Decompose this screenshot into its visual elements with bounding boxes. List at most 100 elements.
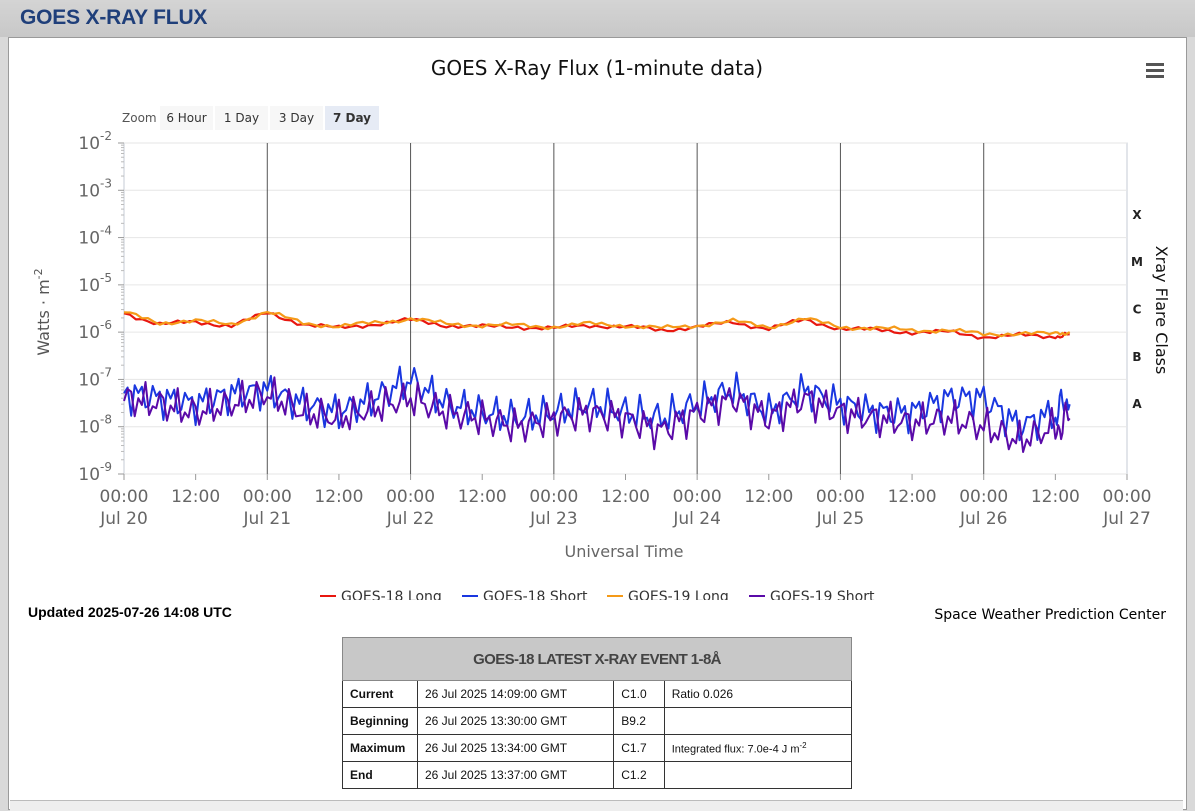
- y-tick-exponent: -9: [100, 460, 112, 474]
- event-table-title: GOES-18 LATEST X-RAY EVENT 1-8Å: [342, 637, 852, 681]
- y-tick-label: 10-5: [78, 271, 112, 296]
- chart-title: GOES X-Ray Flux (1-minute data): [431, 56, 763, 80]
- y-tick-label: 10-9: [78, 460, 112, 485]
- event-row-class: C1.2: [613, 761, 665, 789]
- x-tick-date: Jul 25: [816, 509, 865, 529]
- y-tick-exponent: -8: [100, 413, 112, 427]
- legend-label: GOES-19 Short: [770, 589, 875, 600]
- flare-class-a: A: [1132, 397, 1142, 411]
- flare-class-b: B: [1132, 350, 1141, 364]
- y-tick-label: 10-8: [78, 413, 112, 438]
- y-tick-exponent: -4: [100, 224, 112, 238]
- x-tick-time: 00:00: [1103, 487, 1152, 507]
- x-tick-time: 12:00: [458, 487, 507, 507]
- legend-label: GOES-18 Short: [483, 589, 588, 600]
- x-tick-date: Jul 23: [529, 509, 578, 529]
- x-tick-date: Jul 21: [243, 509, 292, 529]
- event-row-extra-sup: -2: [799, 740, 807, 750]
- event-row-time: 26 Jul 2025 13:30:00 GMT: [416, 707, 615, 735]
- legend-label: GOES-18 Long: [341, 589, 442, 600]
- event-row-extra: Integrated flux: 7.0e-4 J m-2: [663, 734, 853, 762]
- legend-label: GOES-19 Long: [628, 589, 729, 600]
- bottom-strip: [10, 800, 1183, 811]
- flare-class-c: C: [1133, 303, 1142, 317]
- y-tick-base: 10: [78, 465, 100, 485]
- y-tick-exponent: -7: [100, 365, 112, 379]
- y-tick-label: 10-6: [78, 318, 112, 343]
- flare-class-m: M: [1131, 255, 1143, 269]
- page-header: GOES X-RAY FLUX: [0, 0, 1195, 37]
- event-row-class: B9.2: [613, 707, 665, 735]
- y-tick-base: 10: [78, 229, 100, 249]
- zoom-label: Zoom: [122, 111, 157, 125]
- y-tick-base: 10: [78, 323, 100, 343]
- x-tick-time: 00:00: [816, 487, 865, 507]
- legend-item[interactable]: GOES-19 Short: [749, 589, 875, 600]
- event-row-time: 26 Jul 2025 13:34:00 GMT: [416, 734, 615, 762]
- x-tick-time: 00:00: [959, 487, 1008, 507]
- x-tick-time: 00:00: [386, 487, 435, 507]
- series-line-goes-19-long: [123, 311, 1071, 338]
- credit-text: Space Weather Prediction Center: [934, 607, 1166, 623]
- y-axis-label: Watts · m-2: [32, 268, 53, 355]
- plot-area: [123, 142, 1128, 475]
- zoom-button-label: 1 Day: [224, 111, 259, 125]
- y-axis-ticks: 10-210-310-410-510-610-710-810-9: [78, 129, 124, 485]
- flare-class-labels: X M C B A: [1131, 208, 1143, 411]
- zoom-button-bg: [215, 106, 268, 130]
- event-row-label: Beginning: [342, 707, 418, 735]
- zoom-button-bg: [270, 106, 323, 130]
- x-tick-time: 00:00: [100, 487, 149, 507]
- gridlines: [124, 142, 1127, 475]
- series-line-goes-18-short: [123, 365, 1071, 442]
- event-row-extra: [663, 761, 853, 789]
- event-row: Current 26 Jul 2025 14:09:00 GMT C1.0 Ratio…: [342, 680, 853, 708]
- x-tick-date: Jul 26: [959, 509, 1008, 529]
- zoom-button-6-hour[interactable]: 6 Hour: [160, 106, 213, 130]
- x-axis-label: Universal Time: [564, 542, 683, 561]
- x-tick-date: Jul 24: [672, 509, 721, 529]
- series-lines: [123, 311, 1071, 453]
- series-line-goes-18-long: [123, 312, 1070, 340]
- zoom-button-bg: [325, 106, 379, 130]
- legend-item[interactable]: GOES-19 Long: [607, 589, 729, 600]
- event-row-label: Maximum: [342, 734, 418, 762]
- event-row-extra: Ratio 0.026: [663, 680, 853, 708]
- hamburger-menu-icon[interactable]: [1146, 63, 1164, 78]
- y-tick-label: 10-3: [78, 176, 112, 201]
- right-axis-label: Xray Flare Class: [1152, 246, 1171, 375]
- y-tick-base: 10: [78, 418, 100, 438]
- y-tick-base: 10: [78, 276, 100, 296]
- zoom-button-3-day[interactable]: 3 Day: [270, 106, 323, 130]
- event-row: Beginning 26 Jul 2025 13:30:00 GMT B9.2: [342, 707, 853, 735]
- x-tick-time: 00:00: [243, 487, 292, 507]
- y-tick-base: 10: [78, 181, 100, 201]
- y-tick-label: 10-7: [78, 365, 112, 390]
- y-axis-label-text: Watts · m: [34, 279, 53, 355]
- event-row-label: Current: [342, 680, 418, 708]
- x-tick-time: 12:00: [601, 487, 650, 507]
- x-tick-time: 12:00: [171, 487, 220, 507]
- updated-timestamp: Updated 2025-07-26 14:08 UTC: [28, 604, 232, 620]
- zoom-button-label: 7 Day: [333, 111, 371, 125]
- zoom-button-bg: [160, 106, 213, 130]
- event-row-time: 26 Jul 2025 13:37:00 GMT: [416, 761, 615, 789]
- event-row-label: End: [342, 761, 418, 789]
- x-tick-time: 00:00: [673, 487, 722, 507]
- legend-item[interactable]: GOES-18 Long: [320, 589, 442, 600]
- zoom-button-1-day[interactable]: 1 Day: [215, 106, 268, 130]
- x-tick-date: Jul 20: [99, 509, 148, 529]
- event-row-class: C1.0: [613, 680, 665, 708]
- flare-class-x: X: [1132, 208, 1142, 222]
- legend-item[interactable]: GOES-18 Short: [462, 589, 588, 600]
- x-tick-time: 12:00: [744, 487, 793, 507]
- y-tick-base: 10: [78, 134, 100, 154]
- x-tick-time: 00:00: [529, 487, 578, 507]
- event-row: Maximum 26 Jul 2025 13:34:00 GMT C1.7 Integ…: [342, 734, 853, 762]
- y-tick-base: 10: [78, 370, 100, 390]
- event-row: End 26 Jul 2025 13:37:00 GMT C1.2: [342, 761, 853, 789]
- x-tick-time: 12:00: [1031, 487, 1080, 507]
- zoom-button-7-day[interactable]: 7 Day: [325, 106, 379, 130]
- event-row-class: C1.7: [613, 734, 665, 762]
